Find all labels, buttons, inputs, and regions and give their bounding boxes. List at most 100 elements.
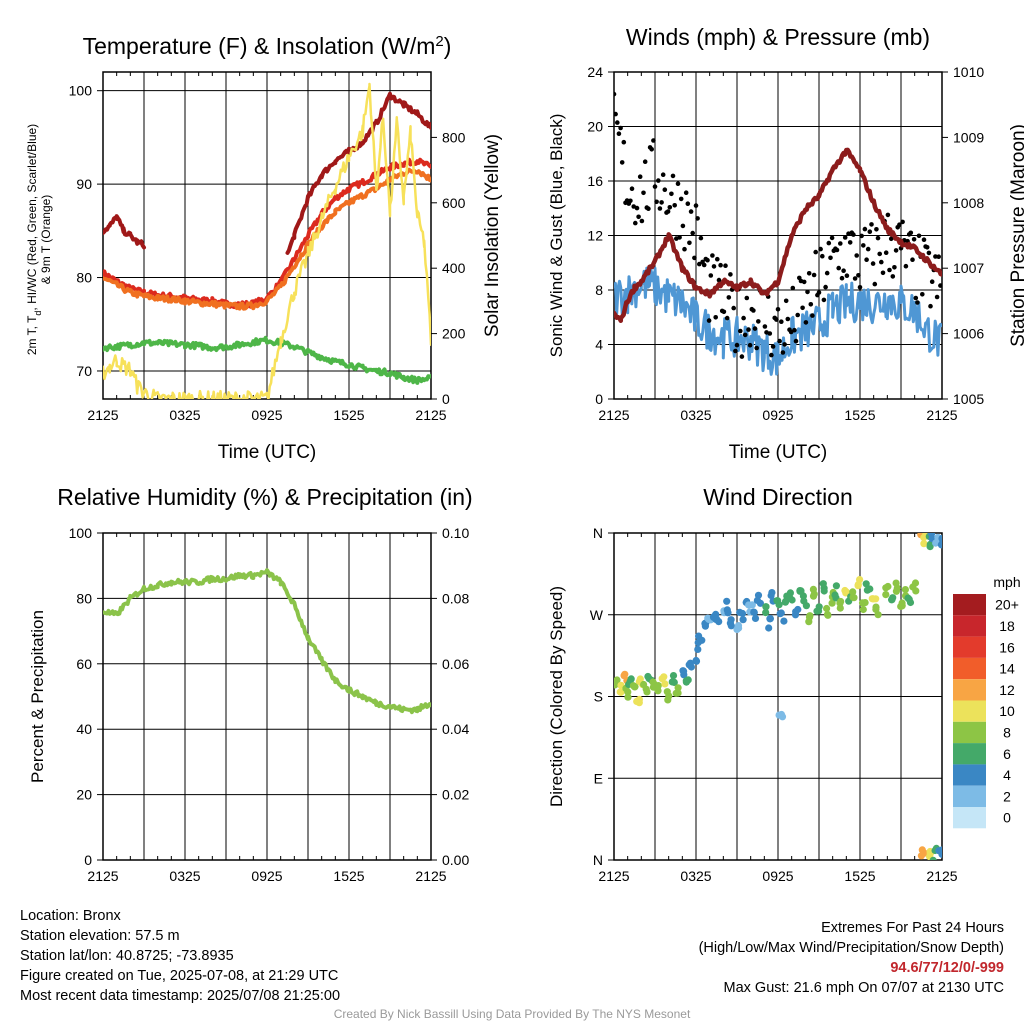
direction-point	[849, 588, 857, 596]
winds-gust-point	[877, 251, 882, 257]
winds-gust-point	[701, 262, 707, 268]
winds-gust-point	[816, 290, 822, 295]
humidity-ytick-label: 40	[76, 721, 92, 737]
winds-gust-point	[665, 209, 671, 214]
station-elevation: Station elevation: 57.5 m	[20, 928, 180, 944]
winds-gust-point	[859, 233, 864, 239]
winds-gust-point	[680, 223, 686, 229]
winds-gust-point	[862, 226, 868, 232]
temperature-title: Temperature (F) & Insolation (W/m2)	[83, 33, 452, 60]
winds-ytick-label-right: 1009	[953, 129, 984, 145]
humidity-plot-area	[103, 568, 431, 715]
winds-ytick-label: 16	[587, 173, 603, 189]
winds-gust-point	[811, 272, 817, 278]
winds-gust-point	[734, 342, 740, 348]
direction-point	[813, 607, 821, 615]
extremes-info: Extremes For Past 24 Hours (High/Low/Max…	[699, 918, 1004, 998]
colorbar-swatch	[953, 721, 986, 744]
direction-point	[642, 685, 650, 693]
winds-gust-point	[824, 270, 830, 276]
direction-point	[920, 540, 928, 548]
colorbar-label: 16	[999, 639, 1015, 655]
winds-gust-point	[842, 235, 848, 240]
winds-gust-point	[813, 249, 818, 255]
winds-xtick-label: 2125	[926, 407, 957, 423]
winds-gust-point	[756, 319, 761, 324]
winds-gust-point	[775, 307, 781, 312]
winds-gust-point	[615, 120, 620, 125]
winds-gust-point	[852, 276, 858, 281]
humidity-title: Relative Humidity (%) & Precipitation (i…	[57, 484, 472, 510]
direction-point	[800, 597, 808, 605]
direction-point	[682, 677, 690, 685]
direction-point	[664, 696, 672, 704]
winds-gust-point	[844, 273, 850, 279]
direction-point	[724, 609, 732, 617]
winds-gust-point	[713, 315, 718, 320]
winds-gust-point	[834, 247, 840, 253]
direction-point	[745, 601, 753, 609]
winds-xtick-label: 0925	[762, 407, 793, 423]
direction-plot-area	[614, 533, 942, 860]
winds-gust-point	[867, 229, 873, 234]
colorbar-title: mph	[993, 574, 1020, 590]
direction-ytick-label: N	[593, 525, 603, 541]
winds-gust-point	[818, 246, 823, 252]
winds-ytick-label: 12	[587, 228, 603, 244]
winds-gust-point	[897, 222, 902, 227]
winds-gust-point	[805, 289, 810, 295]
winds-gust-point	[826, 240, 832, 246]
colorbar-label: 8	[1003, 724, 1011, 740]
winds-gust-point	[641, 190, 646, 196]
direction-point	[781, 598, 790, 606]
direction-xtick-label: 2125	[926, 868, 957, 884]
winds-gust-point	[887, 267, 892, 273]
extremes-legend: (High/Low/Max Wind/Precipitation/Snow De…	[698, 940, 1004, 956]
direction-point	[620, 672, 628, 680]
winds-gust-point	[888, 236, 894, 242]
winds-gust-point	[783, 298, 789, 304]
winds-gust-point	[672, 203, 677, 208]
temperature-xtick-label: 1525	[333, 407, 364, 423]
direction-point	[937, 541, 942, 549]
direction-point	[751, 614, 760, 623]
winds-gust-point	[869, 222, 874, 227]
extremes-values: 94.6/77/12/0/-999	[890, 960, 1004, 976]
direction-point	[837, 597, 845, 606]
humidity-ytick-label-right: 0.08	[442, 590, 469, 606]
winds-gust-point	[880, 270, 886, 276]
winds-gust-point	[769, 352, 774, 358]
direction-ylabel: Direction (Colored By Speed)	[547, 586, 566, 807]
winds-gust-point	[856, 273, 861, 278]
winds-gust-point	[718, 262, 723, 268]
station-info: Location: Bronx Station elevation: 57.5 …	[20, 906, 340, 1006]
station-latlon: Station lat/lon: 40.8725; -73.8935	[20, 948, 234, 964]
direction-xtick-label: 0925	[762, 868, 793, 884]
direction-point	[694, 645, 702, 654]
winds-gust-point	[728, 272, 733, 277]
winds-gust-point	[715, 256, 720, 262]
winds-gust-point	[675, 181, 681, 186]
humidity-ytick-label: 80	[76, 590, 92, 606]
temperature-ylabel-line2: & 9m T (Orange)	[39, 195, 53, 285]
direction-title: Wind Direction	[703, 484, 853, 510]
winds-gust-point	[708, 273, 714, 278]
winds-gust-point	[614, 91, 617, 97]
winds-gust-point	[903, 263, 909, 269]
temperature-plot-area	[103, 82, 431, 399]
winds-gust-point	[875, 235, 881, 241]
colorbar-swatch	[953, 700, 986, 722]
winds-gust-point	[741, 315, 746, 321]
winds-gust-point	[908, 230, 914, 236]
direction-point	[805, 618, 813, 626]
winds-gust-point	[739, 354, 745, 359]
temperature-title-sup: 2	[435, 33, 443, 50]
colorbar-swatch	[953, 807, 986, 829]
winds-gust-point	[669, 191, 674, 197]
winds-gust-point	[865, 246, 871, 252]
winds-gust-point	[839, 275, 845, 281]
temperature-ytick-label: 100	[69, 83, 93, 99]
direction-point	[854, 580, 862, 589]
direction-point	[636, 675, 644, 683]
winds-gust-point	[841, 268, 846, 274]
